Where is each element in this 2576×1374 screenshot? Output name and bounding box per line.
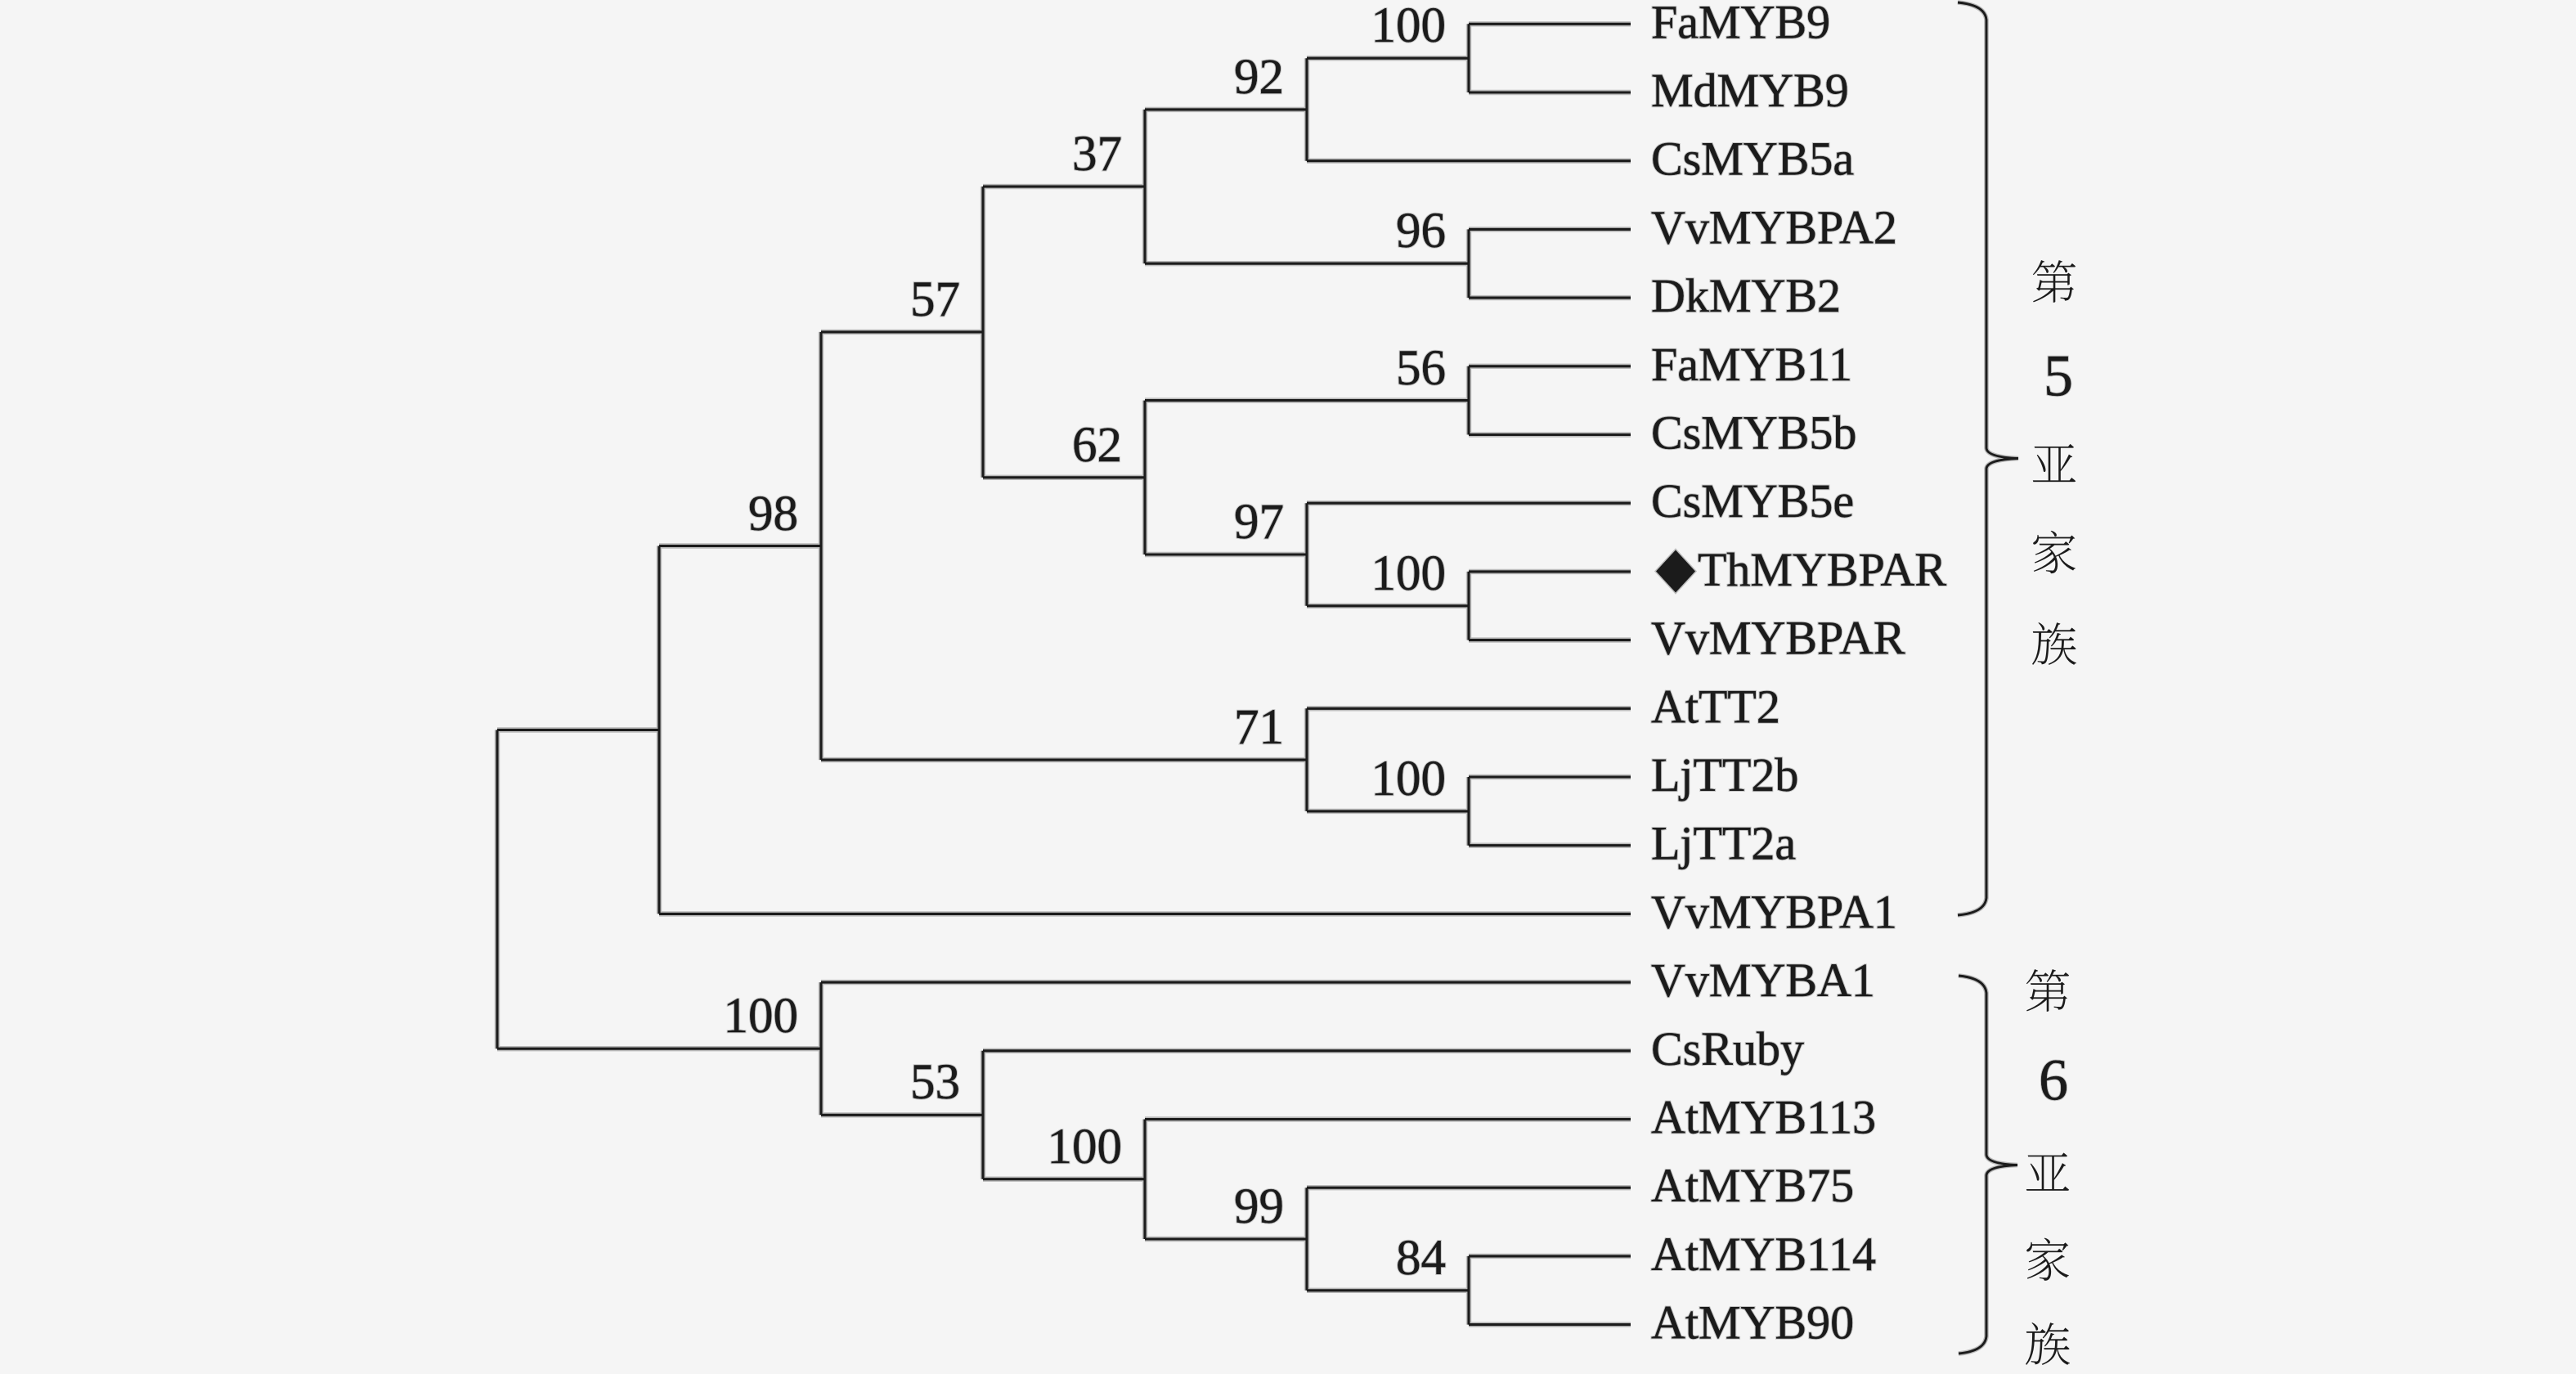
svg-text:FaMYB11: FaMYB11	[1651, 338, 1852, 391]
svg-text:AtMYB90: AtMYB90	[1651, 1296, 1854, 1349]
svg-text:AtMYB75: AtMYB75	[1651, 1159, 1854, 1212]
svg-text:FaMYB9: FaMYB9	[1651, 0, 1830, 48]
svg-text:CsRuby: CsRuby	[1651, 1022, 1804, 1075]
svg-text:100: 100	[1048, 1120, 1123, 1174]
svg-text:AtMYB114: AtMYB114	[1651, 1228, 1876, 1281]
svg-text:99: 99	[1234, 1179, 1284, 1234]
svg-text:VvMYBPA1: VvMYBPA1	[1651, 885, 1897, 938]
svg-text:92: 92	[1234, 50, 1284, 105]
svg-text:71: 71	[1234, 700, 1284, 755]
svg-text:VvMYBA1: VvMYBA1	[1651, 954, 1875, 1007]
svg-text:ThMYBPAR: ThMYBPAR	[1698, 543, 1946, 596]
svg-text:VvMYBPAR: VvMYBPAR	[1651, 612, 1905, 665]
svg-text:VvMYBA1: VvMYBA1	[1651, 954, 1875, 1007]
svg-text:LjTT2a: LjTT2a	[1651, 817, 1796, 870]
svg-text:AtTT2: AtTT2	[1651, 680, 1780, 733]
svg-text:96: 96	[1396, 204, 1446, 258]
svg-text:LjTT2b: LjTT2b	[1651, 748, 1798, 802]
svg-text:VvMYBPA2: VvMYBPA2	[1651, 200, 1897, 254]
svg-text:ThMYBPAR: ThMYBPAR	[1698, 543, 1946, 596]
svg-text:AtMYB113: AtMYB113	[1651, 1091, 1876, 1144]
svg-text:53: 53	[910, 1055, 960, 1110]
svg-text:CsRuby: CsRuby	[1651, 1022, 1804, 1075]
svg-text:FaMYB11: FaMYB11	[1651, 338, 1852, 391]
svg-text:57: 57	[910, 272, 960, 327]
svg-text:56: 56	[1396, 341, 1446, 396]
svg-text:AtMYB113: AtMYB113	[1651, 1091, 1876, 1144]
svg-text:100: 100	[1371, 0, 1447, 53]
svg-text:97: 97	[1234, 495, 1284, 550]
svg-text:MdMYB9: MdMYB9	[1651, 64, 1849, 117]
svg-text:100: 100	[1371, 546, 1447, 601]
svg-text:CsMYB5b: CsMYB5b	[1651, 406, 1856, 460]
svg-text:6: 6	[2039, 1048, 2068, 1113]
svg-text:99: 99	[1234, 1179, 1284, 1234]
svg-text:92: 92	[1234, 50, 1284, 105]
svg-text:CsMYB5a: CsMYB5a	[1651, 132, 1854, 186]
svg-text:37: 37	[1072, 127, 1122, 182]
svg-text:AtMYB114: AtMYB114	[1651, 1228, 1876, 1281]
svg-text:100: 100	[724, 989, 799, 1044]
svg-text:57: 57	[910, 272, 960, 327]
svg-text:CsMYB5b: CsMYB5b	[1651, 406, 1856, 460]
svg-text:DkMYB2: DkMYB2	[1651, 269, 1841, 322]
svg-text:84: 84	[1396, 1231, 1446, 1286]
svg-text:AtMYB75: AtMYB75	[1651, 1159, 1854, 1212]
svg-text:CsMYB5a: CsMYB5a	[1651, 132, 1854, 186]
svg-text:71: 71	[1234, 700, 1284, 755]
svg-text:98: 98	[748, 487, 798, 541]
svg-text:AtMYB90: AtMYB90	[1651, 1296, 1854, 1349]
svg-text:100: 100	[1371, 752, 1447, 806]
svg-text:6: 6	[2039, 1048, 2068, 1113]
svg-text:5: 5	[2044, 344, 2073, 409]
svg-text:100: 100	[1371, 546, 1447, 601]
svg-text:MdMYB9: MdMYB9	[1651, 64, 1849, 117]
svg-text:62: 62	[1072, 418, 1122, 473]
svg-text:37: 37	[1072, 127, 1122, 182]
svg-text:97: 97	[1234, 495, 1284, 550]
svg-text:LjTT2b: LjTT2b	[1651, 748, 1798, 802]
svg-text:100: 100	[1371, 752, 1447, 806]
svg-text:LjTT2a: LjTT2a	[1651, 817, 1796, 870]
svg-text:CsMYB5e: CsMYB5e	[1651, 474, 1854, 528]
svg-text:100: 100	[1371, 0, 1447, 53]
svg-text:5: 5	[2044, 344, 2073, 409]
svg-text:96: 96	[1396, 204, 1446, 258]
svg-text:62: 62	[1072, 418, 1122, 473]
svg-text:53: 53	[910, 1055, 960, 1110]
svg-text:84: 84	[1396, 1231, 1446, 1286]
svg-text:56: 56	[1396, 341, 1446, 396]
svg-text:100: 100	[724, 989, 799, 1044]
svg-text:VvMYBPAR: VvMYBPAR	[1651, 612, 1905, 665]
svg-text:FaMYB9: FaMYB9	[1651, 0, 1830, 48]
svg-text:AtTT2: AtTT2	[1651, 680, 1780, 733]
svg-text:CsMYB5e: CsMYB5e	[1651, 474, 1854, 528]
svg-text:DkMYB2: DkMYB2	[1651, 269, 1841, 322]
svg-text:100: 100	[1048, 1120, 1123, 1174]
svg-text:98: 98	[748, 487, 798, 541]
svg-text:VvMYBPA2: VvMYBPA2	[1651, 200, 1897, 254]
svg-text:VvMYBPA1: VvMYBPA1	[1651, 885, 1897, 938]
